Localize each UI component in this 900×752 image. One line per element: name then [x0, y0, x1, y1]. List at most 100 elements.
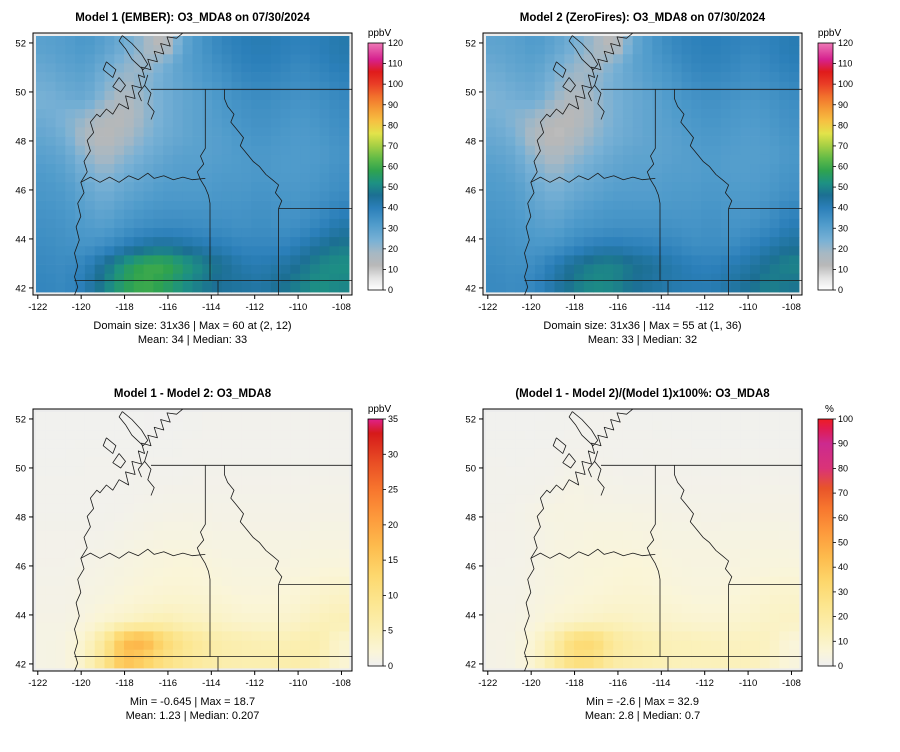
svg-text:-118: -118	[115, 678, 133, 689]
svg-text:-110: -110	[739, 302, 757, 313]
svg-text:70: 70	[838, 141, 848, 151]
svg-text:30: 30	[838, 587, 848, 597]
map-plot-model1: -122 -120 -118 -116 -114 -112 -110 -108 52 50 48 46…	[15, 28, 403, 313]
svg-text:100: 100	[838, 79, 853, 89]
panel-title: (Model 1 - Model 2)/(Model 1)x100%: O3_M…	[515, 388, 770, 400]
svg-text:-122: -122	[28, 678, 47, 689]
panel-title: Model 1 (EMBER): O3_MDA8 on 07/30/2024	[75, 12, 310, 24]
svg-text:46: 46	[15, 561, 26, 572]
panel-difference: Model 1 - Model 2: O3_MDA8 -122 -120 -118 -…	[0, 376, 450, 752]
svg-text:-108: -108	[782, 302, 801, 313]
raster-layer	[36, 36, 350, 293]
svg-text:50: 50	[465, 463, 476, 474]
svg-text:44: 44	[15, 610, 26, 621]
svg-text:-120: -120	[72, 302, 91, 313]
svg-text:-112: -112	[246, 302, 264, 313]
svg-text:50: 50	[388, 182, 398, 192]
svg-text:90: 90	[838, 100, 848, 110]
svg-text:-120: -120	[72, 678, 91, 689]
svg-text:-110: -110	[289, 302, 307, 313]
svg-text:-122: -122	[478, 302, 497, 313]
svg-text:-110: -110	[739, 678, 757, 689]
svg-text:0: 0	[388, 285, 393, 295]
y-axis: 52 50 48 46 44 42	[465, 38, 483, 294]
svg-text:52: 52	[15, 38, 26, 49]
svg-text:20: 20	[388, 244, 398, 254]
svg-text:48: 48	[15, 136, 26, 147]
svg-text:-114: -114	[652, 302, 670, 313]
stats-caption-line1: Domain size: 31x36 | Max = 60 at (2, 12)	[93, 320, 292, 332]
svg-text:-116: -116	[609, 302, 627, 313]
raster-layer	[486, 36, 800, 293]
svg-text:-120: -120	[522, 302, 541, 313]
svg-text:-112: -112	[246, 678, 264, 689]
stats-caption-line1: Min = -2.6 | Max = 32.9	[586, 696, 699, 708]
x-axis: -122 -120 -118 -116 -114 -112 -110 -108	[28, 295, 351, 313]
svg-text:-114: -114	[202, 302, 220, 313]
svg-text:46: 46	[15, 185, 26, 196]
state-boundaries-layer	[74, 33, 352, 295]
colorbar-units-label: ppbV	[818, 28, 842, 39]
stats-caption-line2: Mean: 34 | Median: 33	[137, 334, 248, 346]
colorbar-units-label: ppbV	[368, 28, 392, 39]
svg-text:90: 90	[388, 100, 398, 110]
svg-text:-112: -112	[696, 302, 714, 313]
svg-text:-116: -116	[159, 302, 177, 313]
panel-title: Model 1 - Model 2: O3_MDA8	[113, 388, 272, 400]
svg-text:0: 0	[388, 661, 393, 671]
svg-text:-118: -118	[565, 678, 583, 689]
svg-text:10: 10	[388, 264, 398, 274]
colorbar: 0 10 20 30 40 50 60 70 80 90 100%	[817, 404, 853, 671]
svg-text:0: 0	[838, 285, 843, 295]
svg-text:46: 46	[465, 185, 476, 196]
svg-text:52: 52	[465, 38, 476, 49]
svg-text:-118: -118	[115, 302, 133, 313]
raster-layer	[36, 412, 350, 669]
svg-text:-118: -118	[565, 302, 583, 313]
stats-caption-line2: Mean: 2.8 | Median: 0.7	[584, 710, 701, 722]
svg-text:20: 20	[838, 244, 848, 254]
colorbar-units-label: ppbV	[368, 404, 392, 415]
svg-text:35: 35	[388, 414, 398, 424]
svg-text:15: 15	[388, 555, 398, 565]
svg-text:70: 70	[388, 141, 398, 151]
svg-text:5: 5	[388, 626, 393, 636]
svg-text:44: 44	[465, 610, 476, 621]
svg-text:110: 110	[388, 59, 402, 69]
svg-text:42: 42	[465, 283, 476, 294]
stats-caption-line1: Domain size: 31x36 | Max = 55 at (1, 36)	[543, 320, 742, 332]
svg-text:80: 80	[838, 120, 848, 130]
panel-model2: Model 2 (ZeroFires): O3_MDA8 on 07/30/20…	[450, 0, 900, 376]
svg-text:52: 52	[465, 414, 476, 425]
plot-frame	[32, 32, 353, 296]
svg-text:50: 50	[15, 463, 26, 474]
svg-text:42: 42	[465, 659, 476, 670]
svg-text:110: 110	[838, 59, 852, 69]
svg-text:80: 80	[838, 463, 848, 473]
svg-text:90: 90	[838, 439, 848, 449]
svg-text:-108: -108	[782, 678, 801, 689]
svg-text:42: 42	[15, 659, 26, 670]
y-axis: 52 50 48 46 44 42	[15, 38, 33, 294]
svg-text:20: 20	[838, 612, 848, 622]
plot-frame	[482, 408, 803, 672]
svg-text:44: 44	[465, 234, 476, 245]
svg-text:52: 52	[15, 414, 26, 425]
state-boundaries-layer	[74, 409, 352, 671]
svg-text:50: 50	[465, 87, 476, 98]
svg-text:48: 48	[465, 512, 476, 523]
panel-model1: Model 1 (EMBER): O3_MDA8 on 07/30/2024 -…	[0, 0, 450, 376]
svg-text:30: 30	[388, 223, 398, 233]
svg-text:-108: -108	[332, 678, 351, 689]
svg-text:50: 50	[838, 182, 848, 192]
svg-text:-108: -108	[332, 302, 351, 313]
svg-text:120: 120	[388, 38, 403, 48]
svg-text:44: 44	[15, 234, 26, 245]
x-axis: -122 -120 -118 -116 -114 -112 -110 -108	[28, 671, 351, 689]
svg-text:40: 40	[388, 203, 398, 213]
plot-frame	[482, 32, 803, 296]
svg-text:-110: -110	[289, 678, 307, 689]
svg-text:-122: -122	[28, 302, 47, 313]
svg-text:25: 25	[388, 485, 398, 495]
